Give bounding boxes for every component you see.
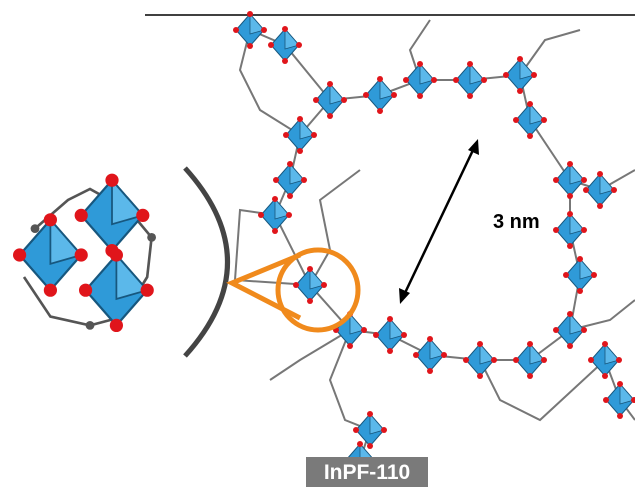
- scale-label: 3 nm: [493, 211, 540, 233]
- label-box: [306, 457, 428, 487]
- material-label: InPF-110: [324, 461, 410, 484]
- cluster-detail: [11, 172, 156, 334]
- framework-nodes: [232, 10, 635, 480]
- scale-arrow: [399, 139, 479, 304]
- zoom-bracket: [183, 166, 230, 358]
- framework-links: [233, 19, 635, 461]
- zoom-highlight: [226, 247, 361, 333]
